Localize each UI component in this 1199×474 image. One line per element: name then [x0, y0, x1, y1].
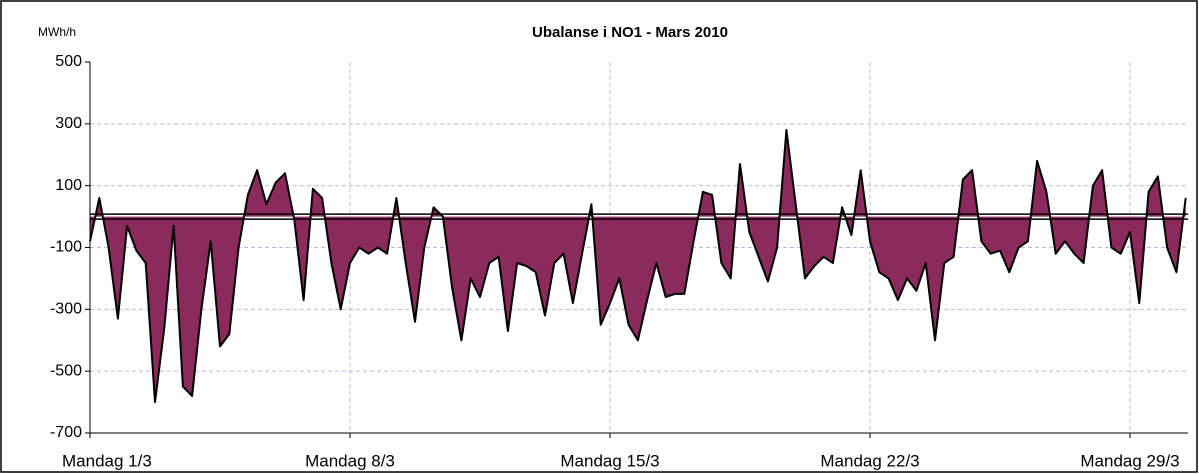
x-tick-label: Mandag 15/3 [560, 451, 659, 470]
x-tick-label: Mandag 22/3 [820, 451, 919, 470]
chart-title: Ubalanse i NO1 - Mars 2010 [532, 24, 728, 41]
y-tick-label: -700 [50, 424, 82, 441]
y-tick-label: -500 [50, 362, 82, 379]
y-tick-label: -300 [50, 301, 82, 318]
area [90, 130, 1186, 403]
x-tick-label: Mandag 8/3 [305, 451, 395, 470]
y-tick-label: 300 [55, 115, 82, 132]
y-tick-label: 100 [55, 177, 82, 194]
x-tick-label: Mandag 1/3 [62, 451, 152, 470]
y-axis-label: MWh/h [38, 25, 76, 39]
line [89, 129, 1187, 404]
y-tick-label: -100 [50, 239, 82, 256]
y-tick-label: 500 [55, 53, 82, 70]
x-tick-label: Mandag 29/3 [1080, 451, 1179, 470]
